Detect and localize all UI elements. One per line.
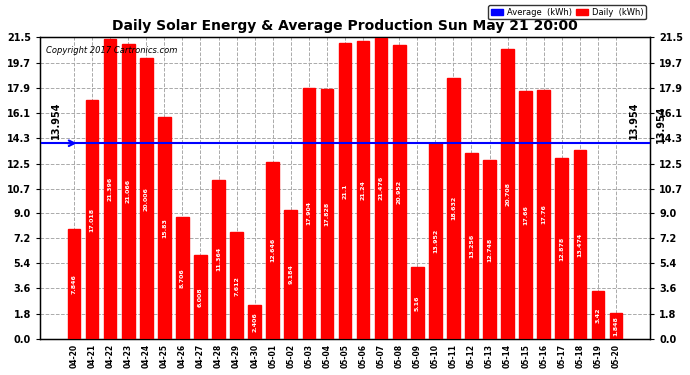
Bar xyxy=(194,255,207,339)
Bar xyxy=(339,43,351,339)
Bar xyxy=(610,313,622,339)
Text: Copyright 2017 Cartronics.com: Copyright 2017 Cartronics.com xyxy=(46,46,177,56)
Text: 20.708: 20.708 xyxy=(505,182,510,206)
Text: 17.66: 17.66 xyxy=(523,205,528,225)
Bar xyxy=(104,39,117,339)
Legend: Average  (kWh), Daily  (kWh): Average (kWh), Daily (kWh) xyxy=(489,5,646,20)
Text: 21.476: 21.476 xyxy=(379,176,384,201)
Text: 20.952: 20.952 xyxy=(397,180,402,204)
Text: 7.612: 7.612 xyxy=(234,276,239,296)
Text: 5.16: 5.16 xyxy=(415,295,420,310)
Title: Daily Solar Energy & Average Production Sun May 21 20:00: Daily Solar Energy & Average Production … xyxy=(112,20,578,33)
Bar xyxy=(122,44,135,339)
Text: 13.474: 13.474 xyxy=(578,232,582,256)
Text: 18.632: 18.632 xyxy=(451,196,456,220)
Bar xyxy=(538,90,550,339)
Text: 17.76: 17.76 xyxy=(541,204,546,224)
Bar xyxy=(429,143,442,339)
Text: 8.706: 8.706 xyxy=(180,268,185,288)
Bar xyxy=(86,100,99,339)
Bar xyxy=(555,158,568,339)
Bar xyxy=(176,217,189,339)
Bar xyxy=(591,291,604,339)
Text: 9.184: 9.184 xyxy=(288,265,293,285)
Bar xyxy=(375,38,388,339)
Text: 11.364: 11.364 xyxy=(216,247,221,272)
Text: 13.954: 13.954 xyxy=(656,106,666,143)
Bar xyxy=(230,232,243,339)
Text: 20.006: 20.006 xyxy=(144,187,149,211)
Text: 13.954: 13.954 xyxy=(629,102,639,139)
Text: 12.878: 12.878 xyxy=(560,237,564,261)
Bar xyxy=(520,91,532,339)
Bar xyxy=(573,150,586,339)
Bar xyxy=(465,153,477,339)
Text: 7.846: 7.846 xyxy=(72,274,77,294)
Text: 12.748: 12.748 xyxy=(487,237,492,262)
Text: 13.952: 13.952 xyxy=(433,229,438,253)
Text: 15.83: 15.83 xyxy=(162,218,167,238)
Text: 17.904: 17.904 xyxy=(306,201,311,225)
Bar xyxy=(213,180,225,339)
Bar xyxy=(501,48,514,339)
Text: 2.406: 2.406 xyxy=(252,312,257,332)
Text: 1.848: 1.848 xyxy=(613,316,618,336)
Text: 12.646: 12.646 xyxy=(270,238,275,262)
Bar xyxy=(302,88,315,339)
Bar xyxy=(483,160,496,339)
Bar xyxy=(248,305,261,339)
Text: 21.1: 21.1 xyxy=(342,183,348,199)
Bar xyxy=(266,162,279,339)
Text: 6.008: 6.008 xyxy=(198,287,203,307)
Bar xyxy=(284,210,297,339)
Text: 13.256: 13.256 xyxy=(469,234,474,258)
Bar xyxy=(447,78,460,339)
Text: 21.24: 21.24 xyxy=(361,180,366,200)
Text: 17.018: 17.018 xyxy=(90,207,95,232)
Text: 13.954: 13.954 xyxy=(51,102,61,139)
Bar xyxy=(158,117,170,339)
Bar xyxy=(68,229,80,339)
Text: 17.828: 17.828 xyxy=(324,202,329,226)
Bar xyxy=(140,58,152,339)
Bar xyxy=(393,45,406,339)
Text: 3.42: 3.42 xyxy=(595,307,600,323)
Text: 21.066: 21.066 xyxy=(126,179,130,203)
Bar xyxy=(321,89,333,339)
Text: 21.396: 21.396 xyxy=(108,177,112,201)
Bar xyxy=(357,41,369,339)
Bar xyxy=(411,267,424,339)
